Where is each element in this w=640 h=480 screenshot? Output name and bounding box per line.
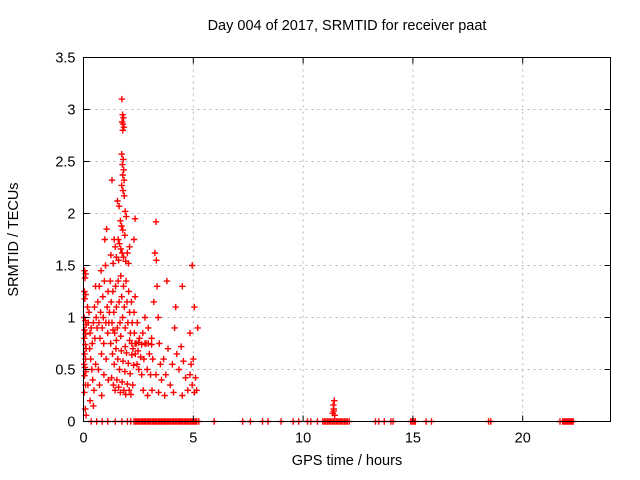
y-tick-label: 0.5: [55, 363, 75, 379]
x-tick-label: 15: [405, 431, 421, 447]
y-tick-label: 0: [67, 415, 75, 431]
x-tick-label: 0: [79, 431, 87, 447]
x-axis-label: GPS time / hours: [292, 453, 402, 469]
y-tick-label: 3.5: [55, 51, 75, 67]
y-tick-label: 2.5: [55, 155, 75, 171]
chart-title: Day 004 of 2017, SRMTID for receiver paa…: [208, 18, 487, 34]
x-tick-label: 20: [515, 431, 531, 447]
x-tick-label: 10: [295, 431, 311, 447]
y-tick-label: 3: [67, 103, 75, 119]
plot-border: [83, 57, 611, 422]
y-axis-label: SRMTID / TECUs: [6, 182, 22, 296]
y-tick-label: 1: [67, 311, 75, 327]
y-tick-label: 1.5: [55, 259, 75, 275]
x-tick-label: 5: [189, 431, 197, 447]
grid-lines: [83, 57, 611, 422]
y-tick-label: 2: [67, 207, 75, 223]
axis-ticks: [83, 57, 611, 422]
tick-labels: 0 5 10 15 20 0 0.5 1 1.5 2 2.5 3 3.5: [55, 51, 530, 447]
scatter-plus-markers: [81, 95, 577, 425]
data-points: [81, 95, 577, 425]
